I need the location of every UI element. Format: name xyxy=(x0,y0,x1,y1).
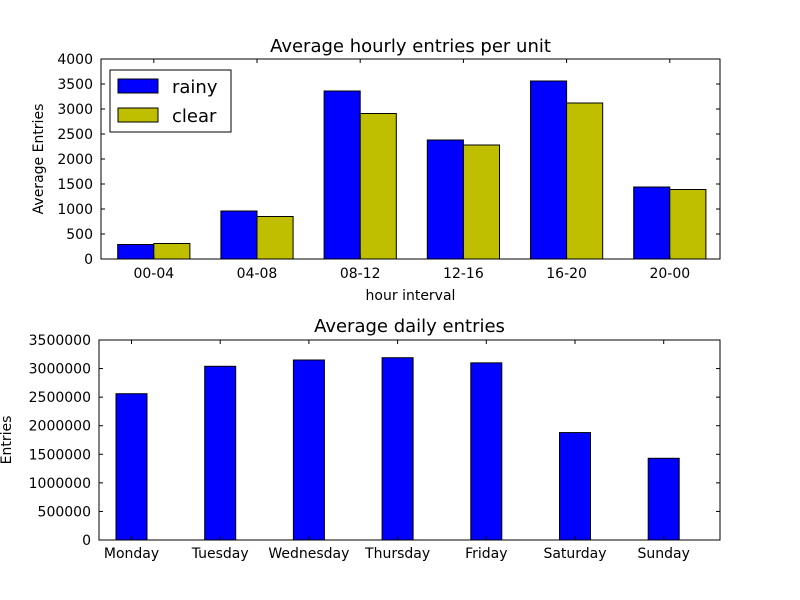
chart1-ytick-label: 500 xyxy=(66,227,93,243)
chart1-bar-rainy-12-16 xyxy=(426,139,464,260)
chart1-ytick-label: 0 xyxy=(84,252,93,268)
chart1-title: Average hourly entries per unit xyxy=(270,36,551,57)
chart1-xtick-label: 20-00 xyxy=(649,266,690,282)
chart1-ylabel: Average Entries xyxy=(31,104,47,215)
chart1-bar-clear-00-04 xyxy=(153,243,191,260)
chart1-ytick-label: 2500 xyxy=(57,127,93,143)
chart2-ylabel: Entries xyxy=(0,416,15,465)
chart1-ytick-label: 1000 xyxy=(57,202,93,218)
chart1-bar-rainy-04-08 xyxy=(220,210,258,260)
chart2-xtick-label: Monday xyxy=(104,546,159,562)
chart1-bar-clear-08-12 xyxy=(359,113,397,260)
chart1-bar-clear-12-16 xyxy=(462,144,500,260)
chart2-xtick-label: Thursday xyxy=(364,546,430,562)
chart2-bar-value-monday xyxy=(115,393,148,541)
chart2-title: Average daily entries xyxy=(314,316,505,337)
chart2-bar-value-sunday xyxy=(647,457,680,541)
chart2-ytick-label: 1000000 xyxy=(29,476,91,492)
chart1-bar-clear-16-20 xyxy=(566,102,604,260)
chart2-bar-value-friday xyxy=(470,362,503,541)
chart1-legend-label-clear: clear xyxy=(172,106,217,127)
chart1-legend-swatch-rainy xyxy=(117,78,159,94)
chart2-ytick-label: 2500000 xyxy=(29,390,91,406)
chart1-bar-rainy-16-20 xyxy=(530,80,568,260)
chart1-ytick-label: 4000 xyxy=(57,52,93,68)
chart2-ytick-label: 500000 xyxy=(38,504,91,520)
chart2-bar-value-wednesday xyxy=(292,359,325,541)
chart1-xtick-label: 04-08 xyxy=(237,266,278,282)
chart2-xtick-label: Sunday xyxy=(638,546,690,562)
chart1-bar-clear-20-00 xyxy=(669,189,707,260)
chart1-xtick-label: 12-16 xyxy=(443,266,484,282)
chart1-bar-rainy-08-12 xyxy=(323,90,361,260)
chart1-xtick-label: 00-04 xyxy=(133,266,174,282)
chart1-bar-rainy-00-04 xyxy=(117,244,155,260)
chart1-xlabel: hour interval xyxy=(366,288,456,304)
chart2-bar-value-saturday xyxy=(559,432,591,541)
chart2-xtick-label: Wednesday xyxy=(268,546,349,562)
chart2-xtick-label: Tuesday xyxy=(191,546,249,562)
chart2-ytick-label: 1500000 xyxy=(29,447,91,463)
chart1-bar-rainy-20-00 xyxy=(633,186,671,260)
chart1-ytick-label: 1500 xyxy=(57,177,93,193)
chart1-xtick-label: 16-20 xyxy=(546,266,587,282)
chart2-xtick-label: Friday xyxy=(465,546,507,562)
chart1-legend-label-rainy: rainy xyxy=(172,77,218,98)
chart2-ytick-label: 0 xyxy=(82,533,91,549)
chart1-ytick-label: 2000 xyxy=(57,152,93,168)
chart2-bar-value-thursday xyxy=(381,357,414,541)
chart1-ytick-label: 3500 xyxy=(57,77,93,93)
chart2-ytick-label: 2000000 xyxy=(29,419,91,435)
chart1-legend-swatch-clear xyxy=(117,107,159,123)
chart2-ytick-label: 3500000 xyxy=(29,333,91,349)
chart1-ytick-label: 3000 xyxy=(57,102,93,118)
chart1-bar-clear-04-08 xyxy=(256,216,294,260)
chart2-bar-value-tuesday xyxy=(204,365,237,541)
chart2-ytick-label: 3000000 xyxy=(29,362,91,378)
chart1-xtick-label: 08-12 xyxy=(340,266,381,282)
chart2-xtick-label: Saturday xyxy=(543,546,606,562)
